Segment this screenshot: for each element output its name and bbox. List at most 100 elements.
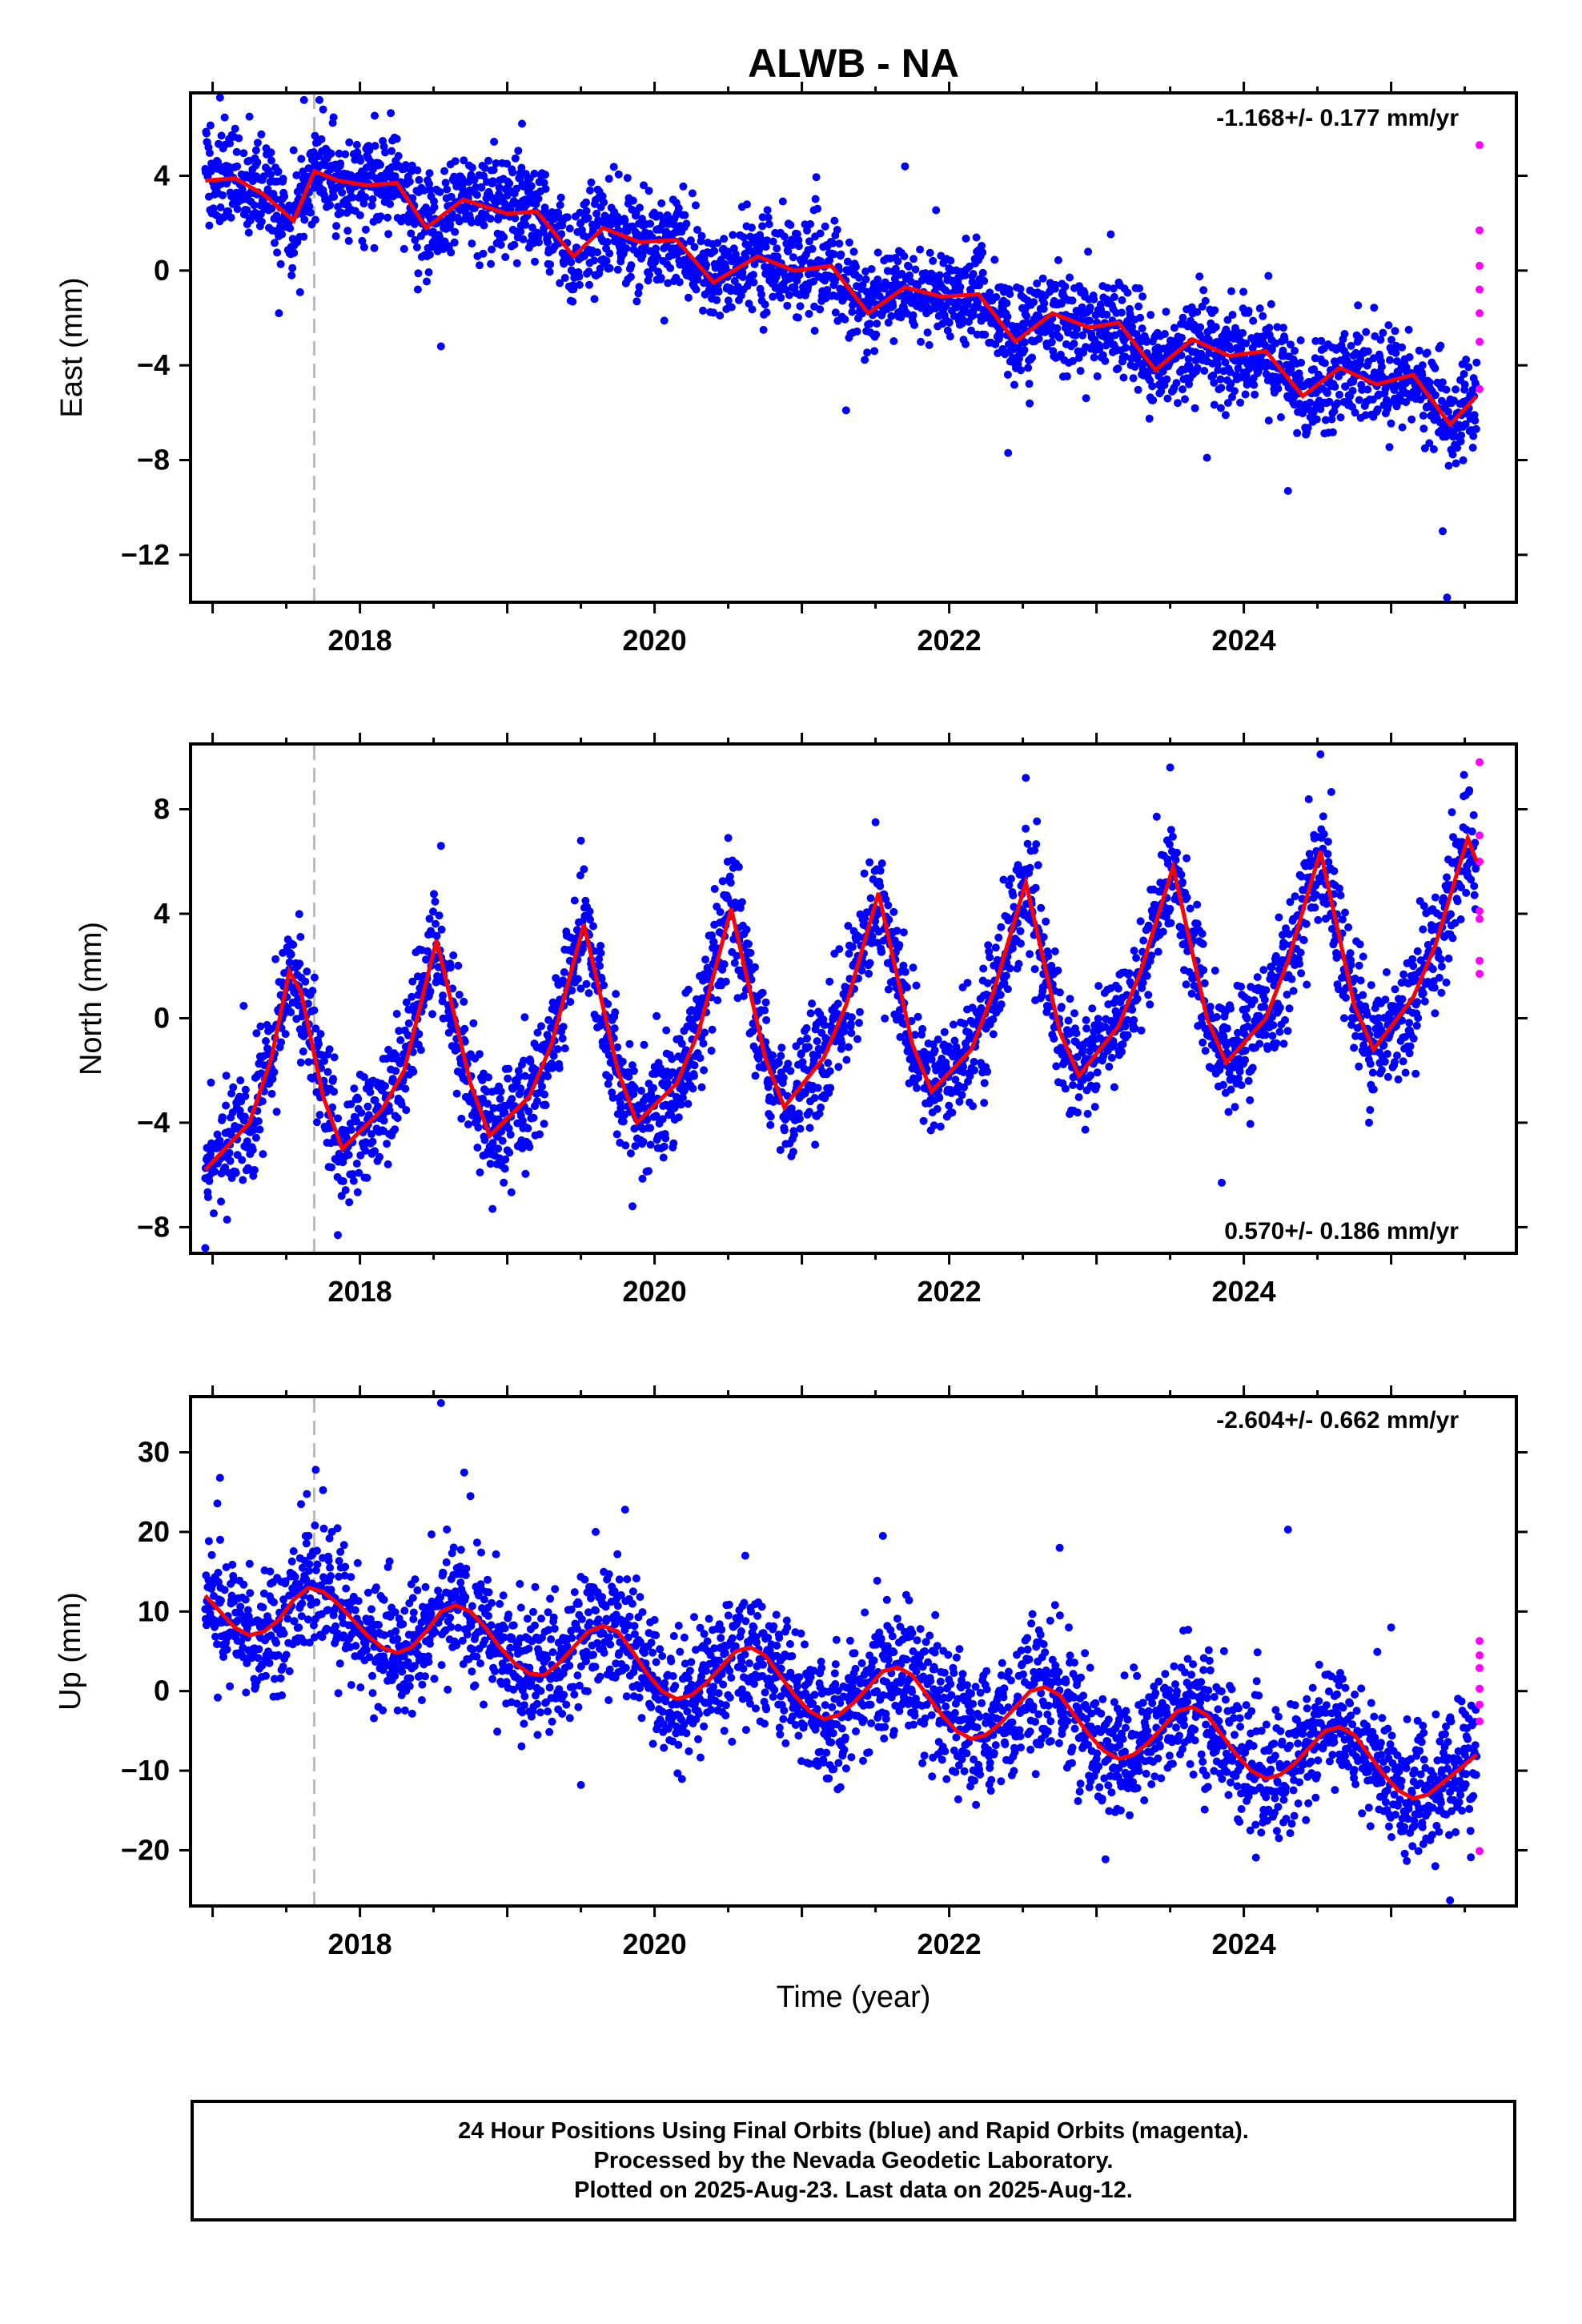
data-point <box>734 862 743 871</box>
data-point <box>844 1043 853 1051</box>
data-point <box>308 987 317 995</box>
data-point <box>970 1057 978 1066</box>
data-point <box>909 311 917 320</box>
data-point <box>669 1139 678 1148</box>
data-point <box>980 1079 989 1088</box>
data-point <box>697 1083 706 1092</box>
data-point <box>1265 324 1274 332</box>
data-point <box>432 919 440 928</box>
x-tick-label: 2018 <box>328 624 392 657</box>
data-point <box>508 168 517 177</box>
data-point <box>1464 363 1473 372</box>
data-point <box>476 1168 484 1176</box>
data-point <box>889 907 898 916</box>
data-point <box>486 215 495 223</box>
data-point <box>1191 404 1199 412</box>
data-point <box>1472 424 1480 433</box>
data-point <box>1003 312 1012 321</box>
data-point <box>329 113 338 122</box>
data-point <box>1211 323 1220 332</box>
data-point <box>555 1063 564 1072</box>
data-point <box>779 1073 788 1082</box>
x-tick-label: 2022 <box>917 624 982 657</box>
data-point <box>424 268 433 276</box>
data-point <box>843 257 852 266</box>
data-point <box>893 927 901 935</box>
data-point <box>1053 324 1062 332</box>
data-point <box>231 124 239 133</box>
data-point <box>1264 271 1273 280</box>
data-point <box>913 1084 921 1092</box>
data-point <box>909 963 917 972</box>
data-point <box>1296 336 1305 344</box>
data-point <box>1317 336 1326 345</box>
data-point <box>386 199 395 208</box>
data-point <box>1199 286 1208 295</box>
data-point <box>855 273 863 282</box>
data-point <box>480 221 488 230</box>
data-point <box>1016 284 1025 293</box>
data-point <box>679 182 688 191</box>
data-point <box>889 302 897 310</box>
data-point <box>425 179 433 188</box>
data-point <box>1009 891 1018 900</box>
data-point <box>1462 356 1471 364</box>
data-point <box>596 949 605 957</box>
panel-north-frame <box>189 742 1518 1255</box>
data-point <box>391 172 400 181</box>
data-point <box>1331 382 1339 391</box>
data-point <box>501 253 510 261</box>
data-point <box>986 288 994 297</box>
data-point <box>978 268 987 277</box>
data-point <box>780 1126 789 1135</box>
data-point <box>352 1160 361 1168</box>
data-point <box>1355 396 1363 404</box>
data-point <box>202 129 211 138</box>
data-point <box>519 235 528 243</box>
data-point <box>637 1087 645 1095</box>
data-point <box>674 203 683 212</box>
data-point <box>992 293 1001 301</box>
data-point <box>315 1039 323 1048</box>
data-point-outlier <box>436 342 445 351</box>
data-point <box>646 1124 655 1132</box>
data-point <box>216 203 225 211</box>
data-point <box>521 1169 530 1178</box>
data-point <box>962 340 970 348</box>
data-point <box>748 223 756 232</box>
data-point <box>916 245 925 254</box>
data-point <box>700 1066 709 1075</box>
data-point <box>449 951 458 959</box>
data-point <box>511 214 520 223</box>
data-point <box>383 213 392 222</box>
data-point <box>1062 372 1071 380</box>
data-point <box>238 1156 247 1164</box>
data-point <box>205 149 214 157</box>
data-point <box>1066 273 1074 282</box>
data-point <box>383 1160 392 1168</box>
data-point <box>368 1137 377 1146</box>
data-point <box>480 1136 489 1144</box>
data-point <box>559 1023 568 1031</box>
data-point <box>1251 390 1259 399</box>
data-point <box>505 179 514 188</box>
y-tick-label: −8 <box>137 1210 170 1243</box>
rapid-point <box>1476 285 1484 294</box>
data-point <box>1404 325 1413 334</box>
data-point <box>1431 364 1439 372</box>
data-point <box>855 1019 863 1027</box>
data-point <box>870 347 879 356</box>
data-point <box>441 179 450 187</box>
data-point <box>1384 321 1393 330</box>
data-point <box>936 1122 945 1131</box>
data-point <box>745 939 753 948</box>
data-point <box>443 185 452 194</box>
data-point <box>244 228 253 237</box>
data-point <box>720 960 729 968</box>
data-point <box>492 159 500 167</box>
data-point <box>1276 413 1285 421</box>
rapid-point <box>1476 309 1484 318</box>
data-point <box>514 147 523 155</box>
data-point <box>500 233 508 242</box>
